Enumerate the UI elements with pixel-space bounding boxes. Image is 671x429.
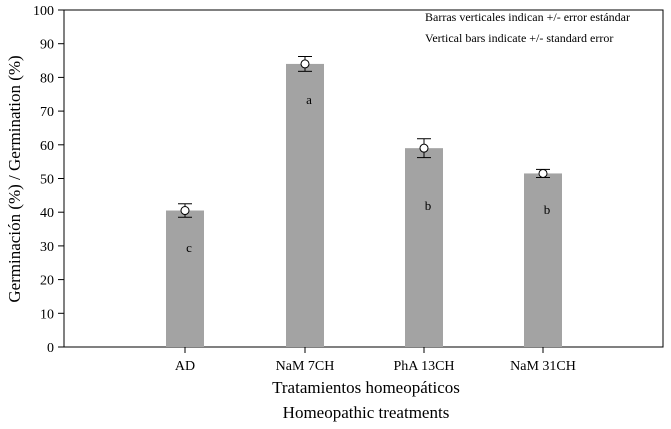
y-tick-label: 20 [40, 274, 54, 289]
mean-marker [419, 143, 429, 153]
mean-marker [538, 168, 548, 178]
legend-line-2: Vertical bars indicate +/- standard erro… [425, 31, 613, 45]
significance-letter: c [186, 240, 192, 255]
legend-line-1: Barras verticales indican +/- error está… [425, 10, 630, 24]
y-axis-title: Germinación (%) / Germination (%) [5, 55, 24, 302]
y-tick-label: 40 [40, 206, 54, 221]
x-tick-label: NaM 31CH [510, 359, 576, 374]
mean-marker [300, 59, 310, 69]
x-tick-label: PhA 13CH [393, 359, 454, 374]
y-tick-label: 70 [40, 105, 54, 120]
x-axis: AD NaM 7CH PhA 13CH NaM 31CH [175, 347, 576, 374]
y-tick-label: 10 [40, 307, 54, 322]
x-tick-label: NaM 7CH [276, 359, 335, 374]
y-tick-label: 80 [40, 71, 54, 86]
y-tick-label: 0 [47, 341, 54, 356]
y-tick-label: 100 [33, 4, 54, 19]
bar [166, 210, 204, 347]
x-tick-label: AD [175, 359, 195, 374]
bar [405, 148, 443, 347]
plot-frame [63, 9, 664, 348]
mean-marker [180, 206, 190, 216]
bar [286, 63, 324, 348]
y-tick-label: 30 [40, 240, 54, 255]
significance-letter: b [544, 202, 551, 217]
y-tick-label: 90 [40, 38, 54, 53]
y-axis: 0 10 20 30 40 50 60 70 80 90 100 [33, 4, 64, 356]
x-axis-title-line-1: Tratamientos homeopáticos [272, 378, 460, 397]
bar [524, 173, 562, 347]
y-tick-label: 50 [40, 173, 54, 188]
bars: c a b b [166, 56, 562, 348]
significance-letter: b [425, 198, 432, 213]
x-axis-title-line-2: Homeopathic treatments [283, 403, 450, 422]
significance-letter: a [306, 92, 312, 107]
y-tick-label: 60 [40, 139, 54, 154]
